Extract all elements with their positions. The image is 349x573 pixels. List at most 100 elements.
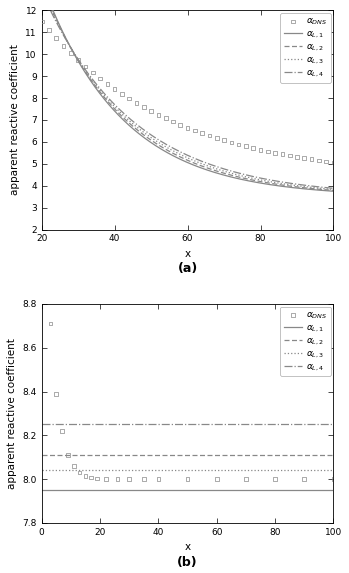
$\alpha_{L,4}$: [43, 421, 47, 428]
$\alpha_{L,3}$: [40, 467, 44, 474]
$\alpha_{DNS}$: [39, 17, 45, 26]
$\alpha_{DNS}$: [294, 152, 300, 162]
$\alpha_{DNS}$: [141, 474, 147, 484]
$\alpha_{DNS}$: [185, 123, 190, 132]
$\alpha_{DNS}$: [302, 154, 307, 163]
Text: (b): (b): [177, 556, 198, 569]
$\alpha_{DNS}$: [59, 426, 65, 435]
$\alpha_{L,1}$: [213, 169, 217, 176]
$\alpha_{DNS}$: [141, 103, 147, 112]
$\alpha_{L,1}$: [331, 188, 335, 195]
Y-axis label: apparent reactive coefficient: apparent reactive coefficient: [7, 338, 17, 489]
$\alpha_{L,3}$: [43, 467, 47, 474]
$\alpha_{L,2}$: [198, 162, 202, 168]
$\alpha_{DNS}$: [251, 143, 256, 152]
$\alpha_{DNS}$: [105, 79, 110, 88]
$\alpha_{L,4}$: [324, 184, 328, 191]
$\alpha_{DNS}$: [214, 474, 220, 484]
Line: $\alpha_{L,4}$: $\alpha_{L,4}$: [42, 0, 333, 189]
$\alpha_{DNS}$: [323, 157, 329, 166]
$\alpha_{DNS}$: [77, 468, 82, 477]
$\alpha_{L,1}$: [324, 187, 328, 194]
$\alpha_{DNS}$: [61, 41, 66, 50]
$\alpha_{DNS}$: [90, 68, 96, 77]
$\alpha_{L,3}$: [279, 180, 283, 187]
$\alpha_{DNS}$: [83, 62, 88, 71]
$\alpha_{DNS}$: [112, 84, 118, 93]
$\alpha_{DNS}$: [207, 131, 212, 140]
$\alpha_{L,4}$: [40, 421, 44, 428]
$\alpha_{L,1}$: [178, 156, 183, 163]
$\alpha_{DNS}$: [126, 94, 132, 103]
$\alpha_{DNS}$: [103, 474, 109, 484]
$\alpha_{DNS}$: [53, 34, 59, 43]
$\alpha_{DNS}$: [199, 128, 205, 138]
$\alpha_{L,2}$: [324, 186, 328, 193]
$\alpha_{DNS}$: [115, 474, 120, 484]
$\alpha_{DNS}$: [48, 319, 53, 328]
$\alpha_{DNS}$: [89, 473, 94, 482]
$\alpha_{DNS}$: [163, 113, 169, 123]
$\alpha_{L,4}$: [331, 185, 335, 192]
$\alpha_{DNS}$: [309, 155, 314, 164]
Y-axis label: apparent reactive coefficient: apparent reactive coefficient: [10, 45, 20, 195]
$\alpha_{L,3}$: [331, 186, 335, 193]
$\alpha_{L,1}$: [279, 183, 283, 190]
$\alpha_{DNS}$: [272, 148, 278, 158]
$\alpha_{L,3}$: [213, 165, 217, 172]
$\alpha_{L,2}$: [40, 452, 44, 458]
$\alpha_{DNS}$: [243, 474, 249, 484]
$\alpha_{DNS}$: [65, 450, 71, 460]
$\alpha_{L,4}$: [213, 163, 217, 170]
$\alpha_{DNS}$: [272, 474, 278, 484]
$\alpha_{DNS}$: [331, 158, 336, 167]
$\alpha_{DNS}$: [71, 461, 77, 470]
$\alpha_{DNS}$: [119, 89, 125, 99]
$\alpha_{L,3}$: [178, 151, 183, 158]
$\alpha_{DNS}$: [170, 117, 176, 126]
$\alpha_{DNS}$: [178, 120, 183, 129]
X-axis label: x: x: [185, 249, 191, 259]
Legend: $\alpha_{DNS}$, $\alpha_{L,1}$, $\alpha_{L,2}$, $\alpha_{L,3}$, $\alpha_{L,4}$: $\alpha_{DNS}$, $\alpha_{L,1}$, $\alpha_…: [281, 307, 331, 376]
Text: (a): (a): [177, 262, 198, 276]
$\alpha_{L,2}$: [178, 154, 183, 160]
$\alpha_{DNS}$: [83, 471, 88, 480]
$\alpha_{DNS}$: [287, 151, 292, 160]
$\alpha_{L,1}$: [198, 164, 202, 171]
$\alpha_{DNS}$: [97, 74, 103, 83]
Line: $\alpha_{L,1}$: $\alpha_{L,1}$: [42, 0, 333, 191]
$\alpha_{DNS}$: [221, 136, 227, 145]
$\alpha_{DNS}$: [75, 56, 81, 65]
$\alpha_{L,3}$: [198, 159, 202, 166]
$\alpha_{DNS}$: [214, 134, 220, 143]
$\alpha_{L,3}$: [324, 186, 328, 193]
$\alpha_{L,1}$: [180, 156, 184, 163]
$\alpha_{DNS}$: [68, 49, 74, 58]
$\alpha_{DNS}$: [53, 389, 59, 398]
$\alpha_{L,3}$: [180, 152, 184, 159]
$\alpha_{DNS}$: [134, 99, 139, 108]
$\alpha_{L,4}$: [178, 148, 183, 155]
$\alpha_{L,1}$: [43, 486, 47, 493]
$\alpha_{L,2}$: [180, 154, 184, 161]
$\alpha_{DNS}$: [46, 25, 52, 34]
$\alpha_{DNS}$: [126, 474, 132, 484]
$\alpha_{DNS}$: [265, 147, 270, 156]
Line: $\alpha_{L,3}$: $\alpha_{L,3}$: [42, 0, 333, 190]
$\alpha_{L,1}$: [40, 486, 44, 493]
X-axis label: x: x: [185, 543, 191, 552]
$\alpha_{DNS}$: [229, 138, 234, 147]
$\alpha_{DNS}$: [316, 156, 322, 165]
$\alpha_{DNS}$: [94, 474, 100, 483]
$\alpha_{L,2}$: [279, 182, 283, 189]
$\alpha_{L,2}$: [43, 452, 47, 458]
$\alpha_{DNS}$: [331, 474, 336, 484]
$\alpha_{DNS}$: [148, 107, 154, 116]
$\alpha_{L,4}$: [279, 178, 283, 185]
$\alpha_{L,2}$: [331, 187, 335, 194]
$\alpha_{DNS}$: [236, 140, 242, 149]
$\alpha_{L,4}$: [198, 157, 202, 164]
$\alpha_{DNS}$: [156, 474, 161, 484]
$\alpha_{DNS}$: [156, 110, 161, 119]
$\alpha_{L,4}$: [180, 150, 184, 156]
